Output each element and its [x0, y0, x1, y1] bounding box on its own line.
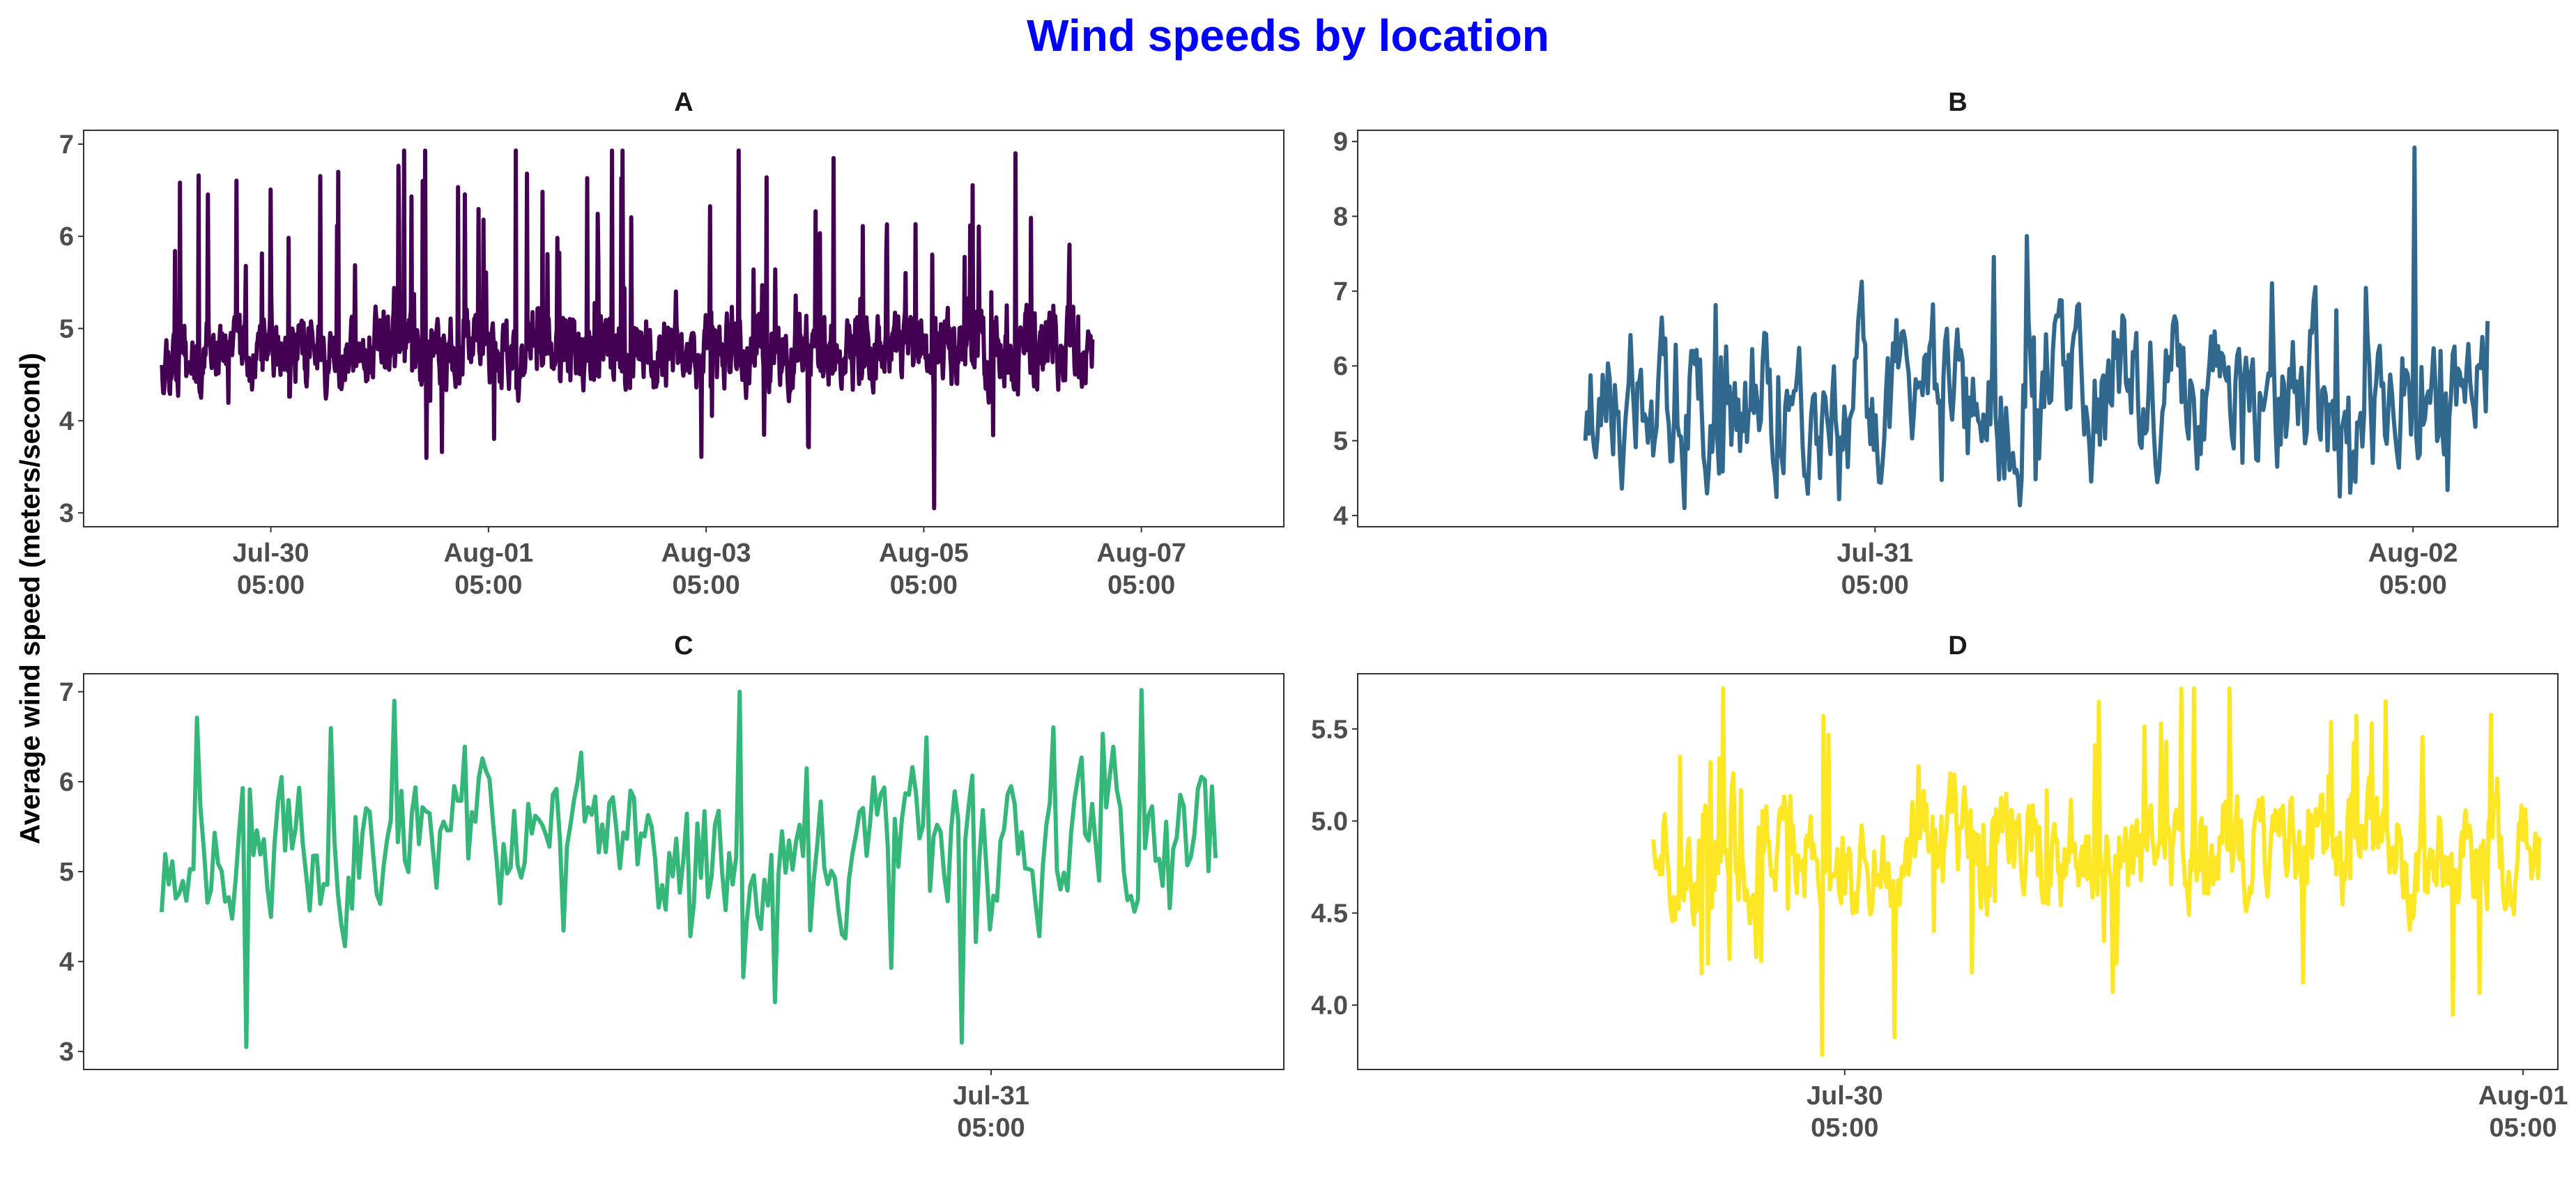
x-tick-label-a: Aug-05 05:00 [879, 539, 969, 600]
y-tick-label-a: 7 [59, 130, 74, 160]
series-line-c [160, 688, 1218, 1049]
x-tick-label-a: Aug-01 05:00 [443, 539, 533, 600]
y-tick-label-d: 5.0 [1311, 807, 1348, 836]
x-tick-label-d: Jul-30 05:00 [1807, 1081, 1883, 1143]
panel-border-d [1357, 673, 2559, 1070]
chart-title: Wind speeds by location [1027, 10, 1549, 61]
y-tick-label-a: 6 [59, 222, 74, 252]
y-tick-label-b: 4 [1333, 502, 1348, 531]
y-tick-label-b: 9 [1333, 128, 1348, 157]
strip-label-b: B [1948, 88, 1968, 117]
y-tick-label-c: 4 [59, 948, 74, 977]
y-tick-label-c: 5 [59, 858, 74, 887]
y-tick-label-a: 5 [59, 315, 74, 344]
y-tick-label-c: 6 [59, 768, 74, 797]
x-tick-label-b: Jul-31 05:00 [1837, 539, 1913, 600]
strip-label-d: D [1948, 631, 1968, 661]
x-tick-label-d: Aug-01 05:00 [2478, 1081, 2568, 1143]
y-tick-label-d: 5.5 [1311, 715, 1348, 744]
y-tick-label-c: 3 [59, 1037, 74, 1067]
x-tick-label-c: Jul-31 05:00 [953, 1081, 1029, 1143]
y-tick-label-b: 6 [1333, 352, 1348, 381]
y-tick-label-a: 4 [59, 407, 74, 436]
series-line-a [160, 148, 1095, 511]
y-tick-label-d: 4.5 [1311, 899, 1348, 928]
y-tick-label-a: 3 [59, 499, 74, 528]
panel-border-b [1357, 130, 2559, 527]
x-tick-label-a: Aug-07 05:00 [1096, 539, 1186, 600]
x-tick-label-a: Aug-03 05:00 [661, 539, 751, 600]
series-line-b [1583, 145, 2490, 511]
strip-label-a: A [674, 88, 693, 117]
series-line-d [1651, 686, 2543, 1057]
y-tick-label-c: 7 [59, 678, 74, 707]
strip-label-c: C [674, 631, 693, 661]
y-tick-label-d: 4.0 [1311, 991, 1348, 1021]
y-tick-label-b: 5 [1333, 427, 1348, 456]
y-tick-label-b: 8 [1333, 202, 1348, 231]
x-tick-label-a: Jul-30 05:00 [233, 539, 309, 600]
y-tick-label-b: 7 [1333, 277, 1348, 307]
x-tick-label-b: Aug-02 05:00 [2368, 539, 2458, 600]
